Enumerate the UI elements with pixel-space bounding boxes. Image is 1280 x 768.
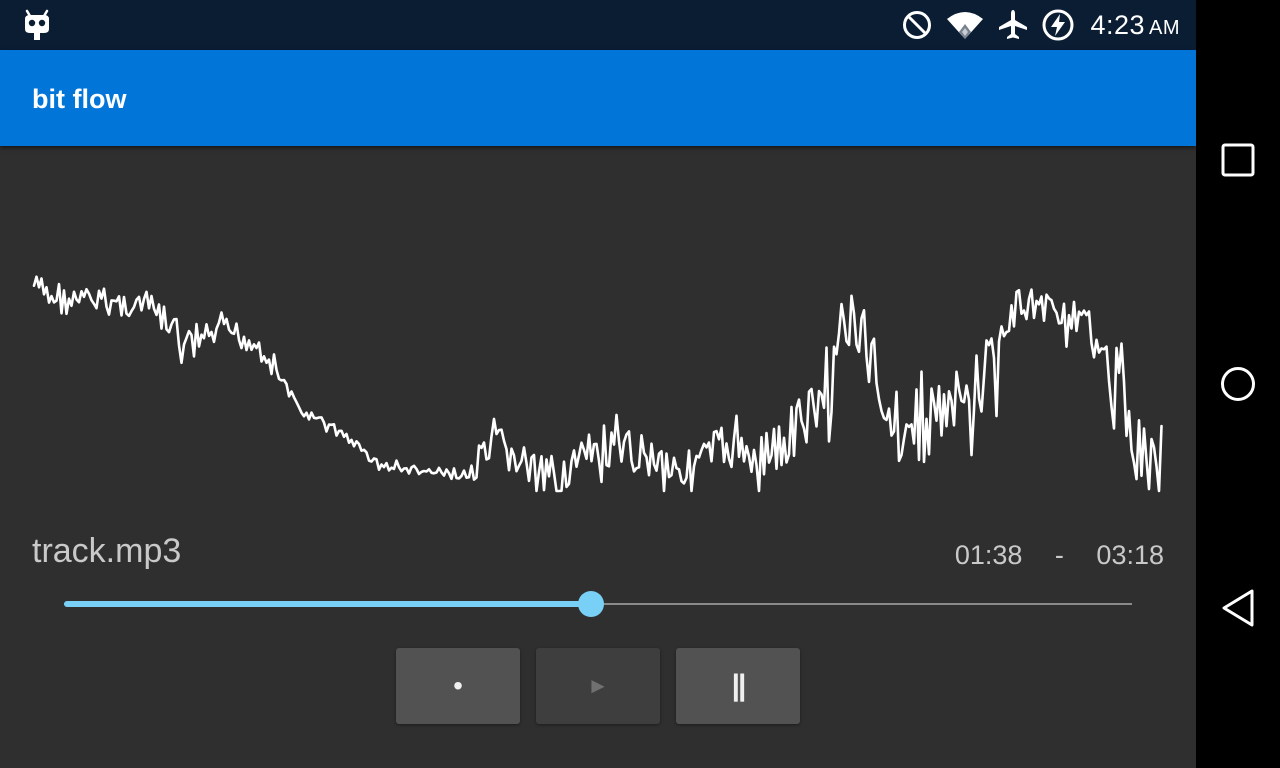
clock-time: 4:23 (1090, 9, 1145, 40)
back-triangle-icon (1222, 589, 1254, 627)
navigation-bar (1196, 0, 1280, 768)
seek-bar[interactable] (64, 591, 1132, 617)
recents-square-icon (1221, 143, 1255, 177)
clock-ampm: AM (1149, 16, 1180, 39)
seek-progress (64, 601, 591, 607)
current-time: 01:38 (954, 540, 1023, 570)
wifi-icon (947, 12, 984, 39)
home-circle-icon (1221, 367, 1255, 401)
time-display: 01:38 - 03:18 (955, 540, 1164, 571)
clock: 4:23 AM (1090, 10, 1180, 41)
seek-thumb[interactable] (577, 591, 604, 617)
playback-controls: • ► || (396, 648, 800, 724)
play-button-label: ► (587, 673, 609, 698)
waveform-line (32, 275, 1163, 493)
battery-charging-icon (1042, 9, 1074, 41)
app-toolbar: bit flow (0, 50, 1196, 146)
do-not-disturb-icon (903, 11, 932, 39)
pause-button[interactable]: || (676, 648, 800, 724)
total-time: 03:18 (1096, 540, 1164, 570)
status-icons: 4:23 AM (902, 0, 1180, 50)
waveform-visualizer (32, 275, 1163, 493)
pause-button-label: || (731, 669, 747, 702)
recents-button[interactable] (1196, 118, 1280, 202)
airplane-mode-icon (999, 10, 1028, 39)
app-title: bit flow (32, 84, 127, 114)
back-button[interactable] (1196, 566, 1280, 650)
record-button-label: • (453, 670, 463, 701)
home-button[interactable] (1196, 342, 1280, 426)
track-name: track.mp3 (32, 532, 182, 570)
status-bar: 4:23 AM (0, 0, 1196, 50)
play-button[interactable]: ► (536, 648, 660, 724)
time-separator: - (1054, 540, 1064, 570)
player-content: track.mp3 01:38 - 03:18 • ► || (0, 146, 1196, 768)
record-button[interactable]: • (396, 648, 520, 724)
cyanogen-bugdroid-icon (25, 9, 49, 40)
